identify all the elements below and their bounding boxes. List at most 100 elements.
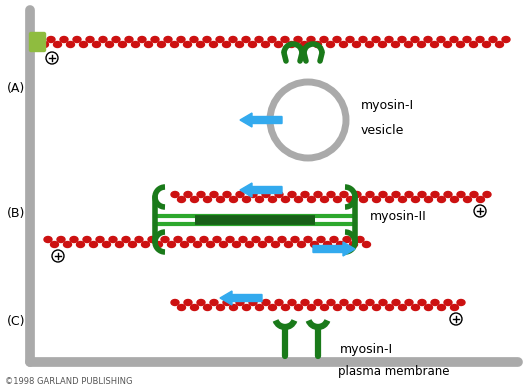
Ellipse shape: [424, 36, 432, 43]
Text: vesicle: vesicle: [361, 124, 404, 136]
Ellipse shape: [271, 242, 279, 248]
Ellipse shape: [347, 197, 355, 203]
Ellipse shape: [262, 192, 270, 197]
Ellipse shape: [229, 305, 238, 310]
Ellipse shape: [356, 237, 364, 242]
Ellipse shape: [463, 36, 471, 43]
Ellipse shape: [337, 242, 345, 248]
Ellipse shape: [177, 36, 185, 43]
Ellipse shape: [246, 242, 254, 248]
Ellipse shape: [450, 197, 459, 203]
Ellipse shape: [155, 242, 163, 248]
Ellipse shape: [379, 192, 387, 197]
Ellipse shape: [66, 41, 75, 47]
Ellipse shape: [372, 305, 380, 310]
Ellipse shape: [50, 242, 58, 248]
Ellipse shape: [320, 197, 329, 203]
Ellipse shape: [457, 192, 465, 197]
Ellipse shape: [109, 237, 117, 242]
Ellipse shape: [404, 41, 412, 47]
Ellipse shape: [93, 41, 100, 47]
Ellipse shape: [463, 197, 471, 203]
Ellipse shape: [424, 197, 432, 203]
Polygon shape: [220, 291, 262, 305]
Ellipse shape: [132, 41, 139, 47]
Ellipse shape: [281, 305, 289, 310]
Ellipse shape: [457, 41, 464, 47]
Ellipse shape: [333, 305, 341, 310]
Ellipse shape: [122, 237, 130, 242]
Ellipse shape: [171, 192, 179, 197]
Ellipse shape: [116, 242, 124, 248]
Ellipse shape: [275, 300, 283, 305]
Ellipse shape: [204, 197, 211, 203]
Ellipse shape: [268, 36, 276, 43]
Ellipse shape: [223, 192, 231, 197]
Polygon shape: [313, 242, 355, 256]
Ellipse shape: [444, 192, 452, 197]
Ellipse shape: [76, 242, 85, 248]
Ellipse shape: [161, 237, 169, 242]
Ellipse shape: [366, 300, 374, 305]
Ellipse shape: [366, 41, 373, 47]
Ellipse shape: [180, 242, 188, 248]
Ellipse shape: [118, 41, 126, 47]
Ellipse shape: [145, 41, 153, 47]
Ellipse shape: [86, 36, 94, 43]
Ellipse shape: [262, 300, 270, 305]
Ellipse shape: [288, 41, 296, 47]
Ellipse shape: [359, 36, 367, 43]
Ellipse shape: [320, 36, 328, 43]
Text: (A): (A): [7, 82, 25, 95]
Ellipse shape: [304, 237, 312, 242]
Ellipse shape: [359, 197, 368, 203]
Ellipse shape: [386, 305, 393, 310]
Ellipse shape: [248, 41, 257, 47]
Ellipse shape: [372, 197, 380, 203]
Ellipse shape: [204, 305, 211, 310]
Ellipse shape: [236, 41, 244, 47]
Ellipse shape: [197, 300, 205, 305]
Ellipse shape: [217, 197, 225, 203]
Ellipse shape: [268, 305, 277, 310]
Ellipse shape: [184, 300, 192, 305]
FancyBboxPatch shape: [29, 32, 46, 52]
Ellipse shape: [379, 41, 387, 47]
Ellipse shape: [177, 197, 186, 203]
Ellipse shape: [70, 237, 78, 242]
Ellipse shape: [483, 192, 491, 197]
Ellipse shape: [317, 237, 325, 242]
Ellipse shape: [300, 41, 309, 47]
Text: myosin-I: myosin-I: [340, 344, 393, 357]
Ellipse shape: [470, 41, 478, 47]
Ellipse shape: [353, 300, 361, 305]
Ellipse shape: [310, 242, 319, 248]
Ellipse shape: [411, 197, 420, 203]
Ellipse shape: [438, 197, 446, 203]
Ellipse shape: [151, 36, 159, 43]
Ellipse shape: [294, 36, 302, 43]
Ellipse shape: [219, 242, 228, 248]
Ellipse shape: [197, 41, 205, 47]
Ellipse shape: [398, 36, 406, 43]
Polygon shape: [240, 113, 282, 127]
Ellipse shape: [450, 36, 458, 43]
Ellipse shape: [418, 41, 426, 47]
Ellipse shape: [340, 192, 348, 197]
Ellipse shape: [431, 300, 439, 305]
Ellipse shape: [288, 300, 296, 305]
Ellipse shape: [242, 197, 250, 203]
Ellipse shape: [405, 300, 413, 305]
Ellipse shape: [256, 197, 264, 203]
Ellipse shape: [226, 237, 234, 242]
Ellipse shape: [210, 300, 218, 305]
Ellipse shape: [64, 242, 72, 248]
Ellipse shape: [438, 305, 446, 310]
Ellipse shape: [170, 41, 178, 47]
Ellipse shape: [207, 242, 215, 248]
Ellipse shape: [190, 36, 198, 43]
Text: myosin-I: myosin-I: [361, 99, 414, 111]
Ellipse shape: [44, 237, 52, 242]
Ellipse shape: [340, 300, 348, 305]
Ellipse shape: [502, 36, 510, 43]
